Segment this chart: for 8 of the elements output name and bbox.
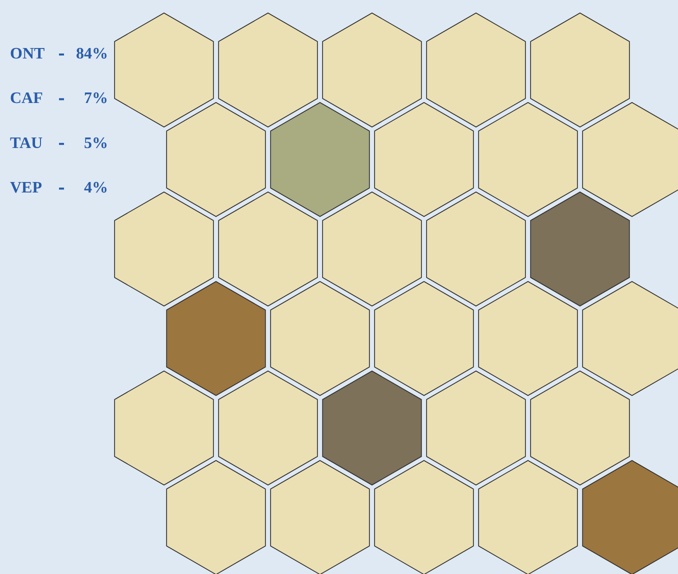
category-label: TAU (10, 134, 44, 152)
category-label: VEP (10, 180, 42, 197)
data-label: 7% (84, 90, 108, 108)
data-label: 5% (84, 134, 108, 152)
data-label: 4% (84, 180, 108, 197)
category-label: CAF (10, 90, 44, 108)
data-label: 84% (76, 46, 108, 62)
category-label: ONT (10, 46, 45, 62)
